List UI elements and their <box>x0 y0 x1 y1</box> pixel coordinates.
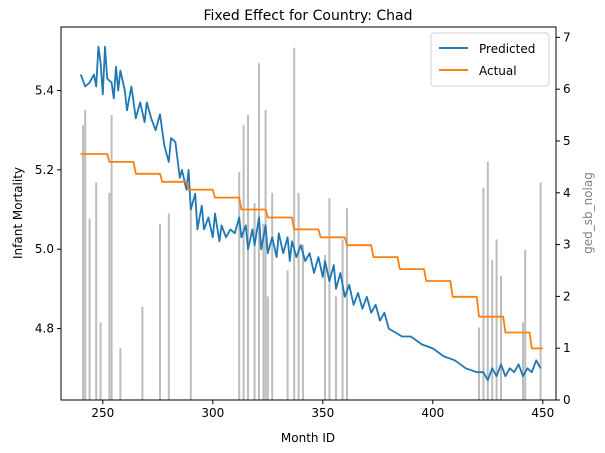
y-left-tick-label-5-2: 5.2 <box>35 163 54 177</box>
bar-ged-sb-nolag-32 <box>486 161 489 400</box>
bar-ged-sb-nolag-2 <box>88 218 91 400</box>
y-right-tick-label-1: 1 <box>563 341 571 355</box>
bar-ged-sb-nolag-37 <box>524 249 527 400</box>
plot-frame <box>60 26 557 401</box>
bar-ged-sb-nolag-7 <box>119 348 122 400</box>
x-axis: 250 300 350 400 450 <box>91 400 554 420</box>
bar-ged-sb-nolag-13 <box>242 125 245 401</box>
bar-ged-sb-nolag-36 <box>522 322 524 400</box>
y-axis-left-label: Infant Mortality <box>11 167 25 259</box>
bar-ged-sb-nolag-3 <box>95 182 98 400</box>
legend-label-actual: Actual <box>479 64 517 78</box>
bar-ged-sb-nolag-24 <box>302 244 304 400</box>
bar-ged-sb-nolag-26 <box>328 198 331 400</box>
bar-ged-sb-nolag-29 <box>346 208 348 400</box>
bar-ged-sb-nolag-16 <box>258 63 260 401</box>
x-tick-label-400: 400 <box>421 406 444 420</box>
bar-ged-sb-nolag-35 <box>500 275 502 400</box>
bar-ged-sb-nolag-21 <box>286 270 289 400</box>
legend-label-predicted: Predicted <box>479 42 535 56</box>
bar-ged-sb-nolag-22 <box>293 47 296 400</box>
bar-ged-sb-nolag-28 <box>341 239 344 400</box>
y-left-tick-label-4-8: 4.8 <box>35 322 54 336</box>
y-axis-right: 0 1 2 3 4 5 6 7 <box>556 30 571 407</box>
y-right-tick-label-4: 4 <box>563 186 571 200</box>
bar-ged-sb-nolag-15 <box>253 203 256 400</box>
y-right-tick-label-3: 3 <box>563 238 571 252</box>
bars-layer <box>82 47 542 401</box>
y-right-tick-label-0: 0 <box>563 393 571 407</box>
bar-ged-sb-nolag-31 <box>482 187 485 400</box>
bar-ged-sb-nolag-18 <box>264 109 267 401</box>
bar-ged-sb-nolag-19 <box>266 296 269 400</box>
lines-layer <box>79 45 543 382</box>
series-line-actual <box>80 153 543 350</box>
bar-ged-sb-nolag-14 <box>247 115 249 400</box>
bar-ged-sb-nolag-25 <box>324 254 326 400</box>
bar-ged-sb-nolag-20 <box>271 192 274 400</box>
bar-ged-sb-nolag-4 <box>99 322 102 400</box>
y-left-tick-label-5-0: 5.0 <box>35 242 54 256</box>
y-right-tick-label-5: 5 <box>563 134 571 148</box>
bar-ged-sb-nolag-30 <box>478 327 480 400</box>
y-axis-left: 4.8 5.0 5.2 5.4 <box>35 83 61 336</box>
y-right-tick-label-6: 6 <box>563 82 571 96</box>
bar-ged-sb-nolag-1 <box>84 109 87 401</box>
x-tick-label-450: 450 <box>531 406 554 420</box>
y-axis-right-label: ged_sb_nolag <box>581 172 595 254</box>
bar-ged-sb-nolag-0 <box>82 125 84 401</box>
legend-box <box>430 32 550 87</box>
bar-ged-sb-nolag-9 <box>159 223 161 400</box>
bar-ged-sb-nolag-27 <box>335 296 337 400</box>
x-axis-label: Month ID <box>281 431 335 445</box>
bar-ged-sb-nolag-6 <box>110 115 113 400</box>
series-line-predicted <box>79 45 542 382</box>
bar-ged-sb-nolag-23 <box>297 192 300 400</box>
x-tick-label-300: 300 <box>201 406 224 420</box>
bar-ged-sb-nolag-33 <box>491 260 494 400</box>
y-left-tick-label-5-4: 5.4 <box>35 83 54 97</box>
bar-ged-sb-nolag-34 <box>495 239 498 400</box>
x-tick-label-250: 250 <box>91 406 114 420</box>
bar-ged-sb-nolag-17 <box>262 223 265 400</box>
bar-ged-sb-nolag-5 <box>108 192 111 400</box>
bar-ged-sb-nolag-12 <box>238 172 241 400</box>
bar-ged-sb-nolag-8 <box>141 306 144 401</box>
chart-title: Fixed Effect for Country: Chad <box>203 8 412 24</box>
bar-ged-sb-nolag-38 <box>539 182 542 400</box>
x-tick-label-350: 350 <box>311 406 334 420</box>
bar-ged-sb-nolag-11 <box>189 208 192 400</box>
y-right-tick-label-7: 7 <box>563 30 571 44</box>
y-right-tick-label-2: 2 <box>563 289 571 303</box>
bar-ged-sb-nolag-10 <box>167 213 170 400</box>
legend: Predicted Actual <box>430 32 550 87</box>
